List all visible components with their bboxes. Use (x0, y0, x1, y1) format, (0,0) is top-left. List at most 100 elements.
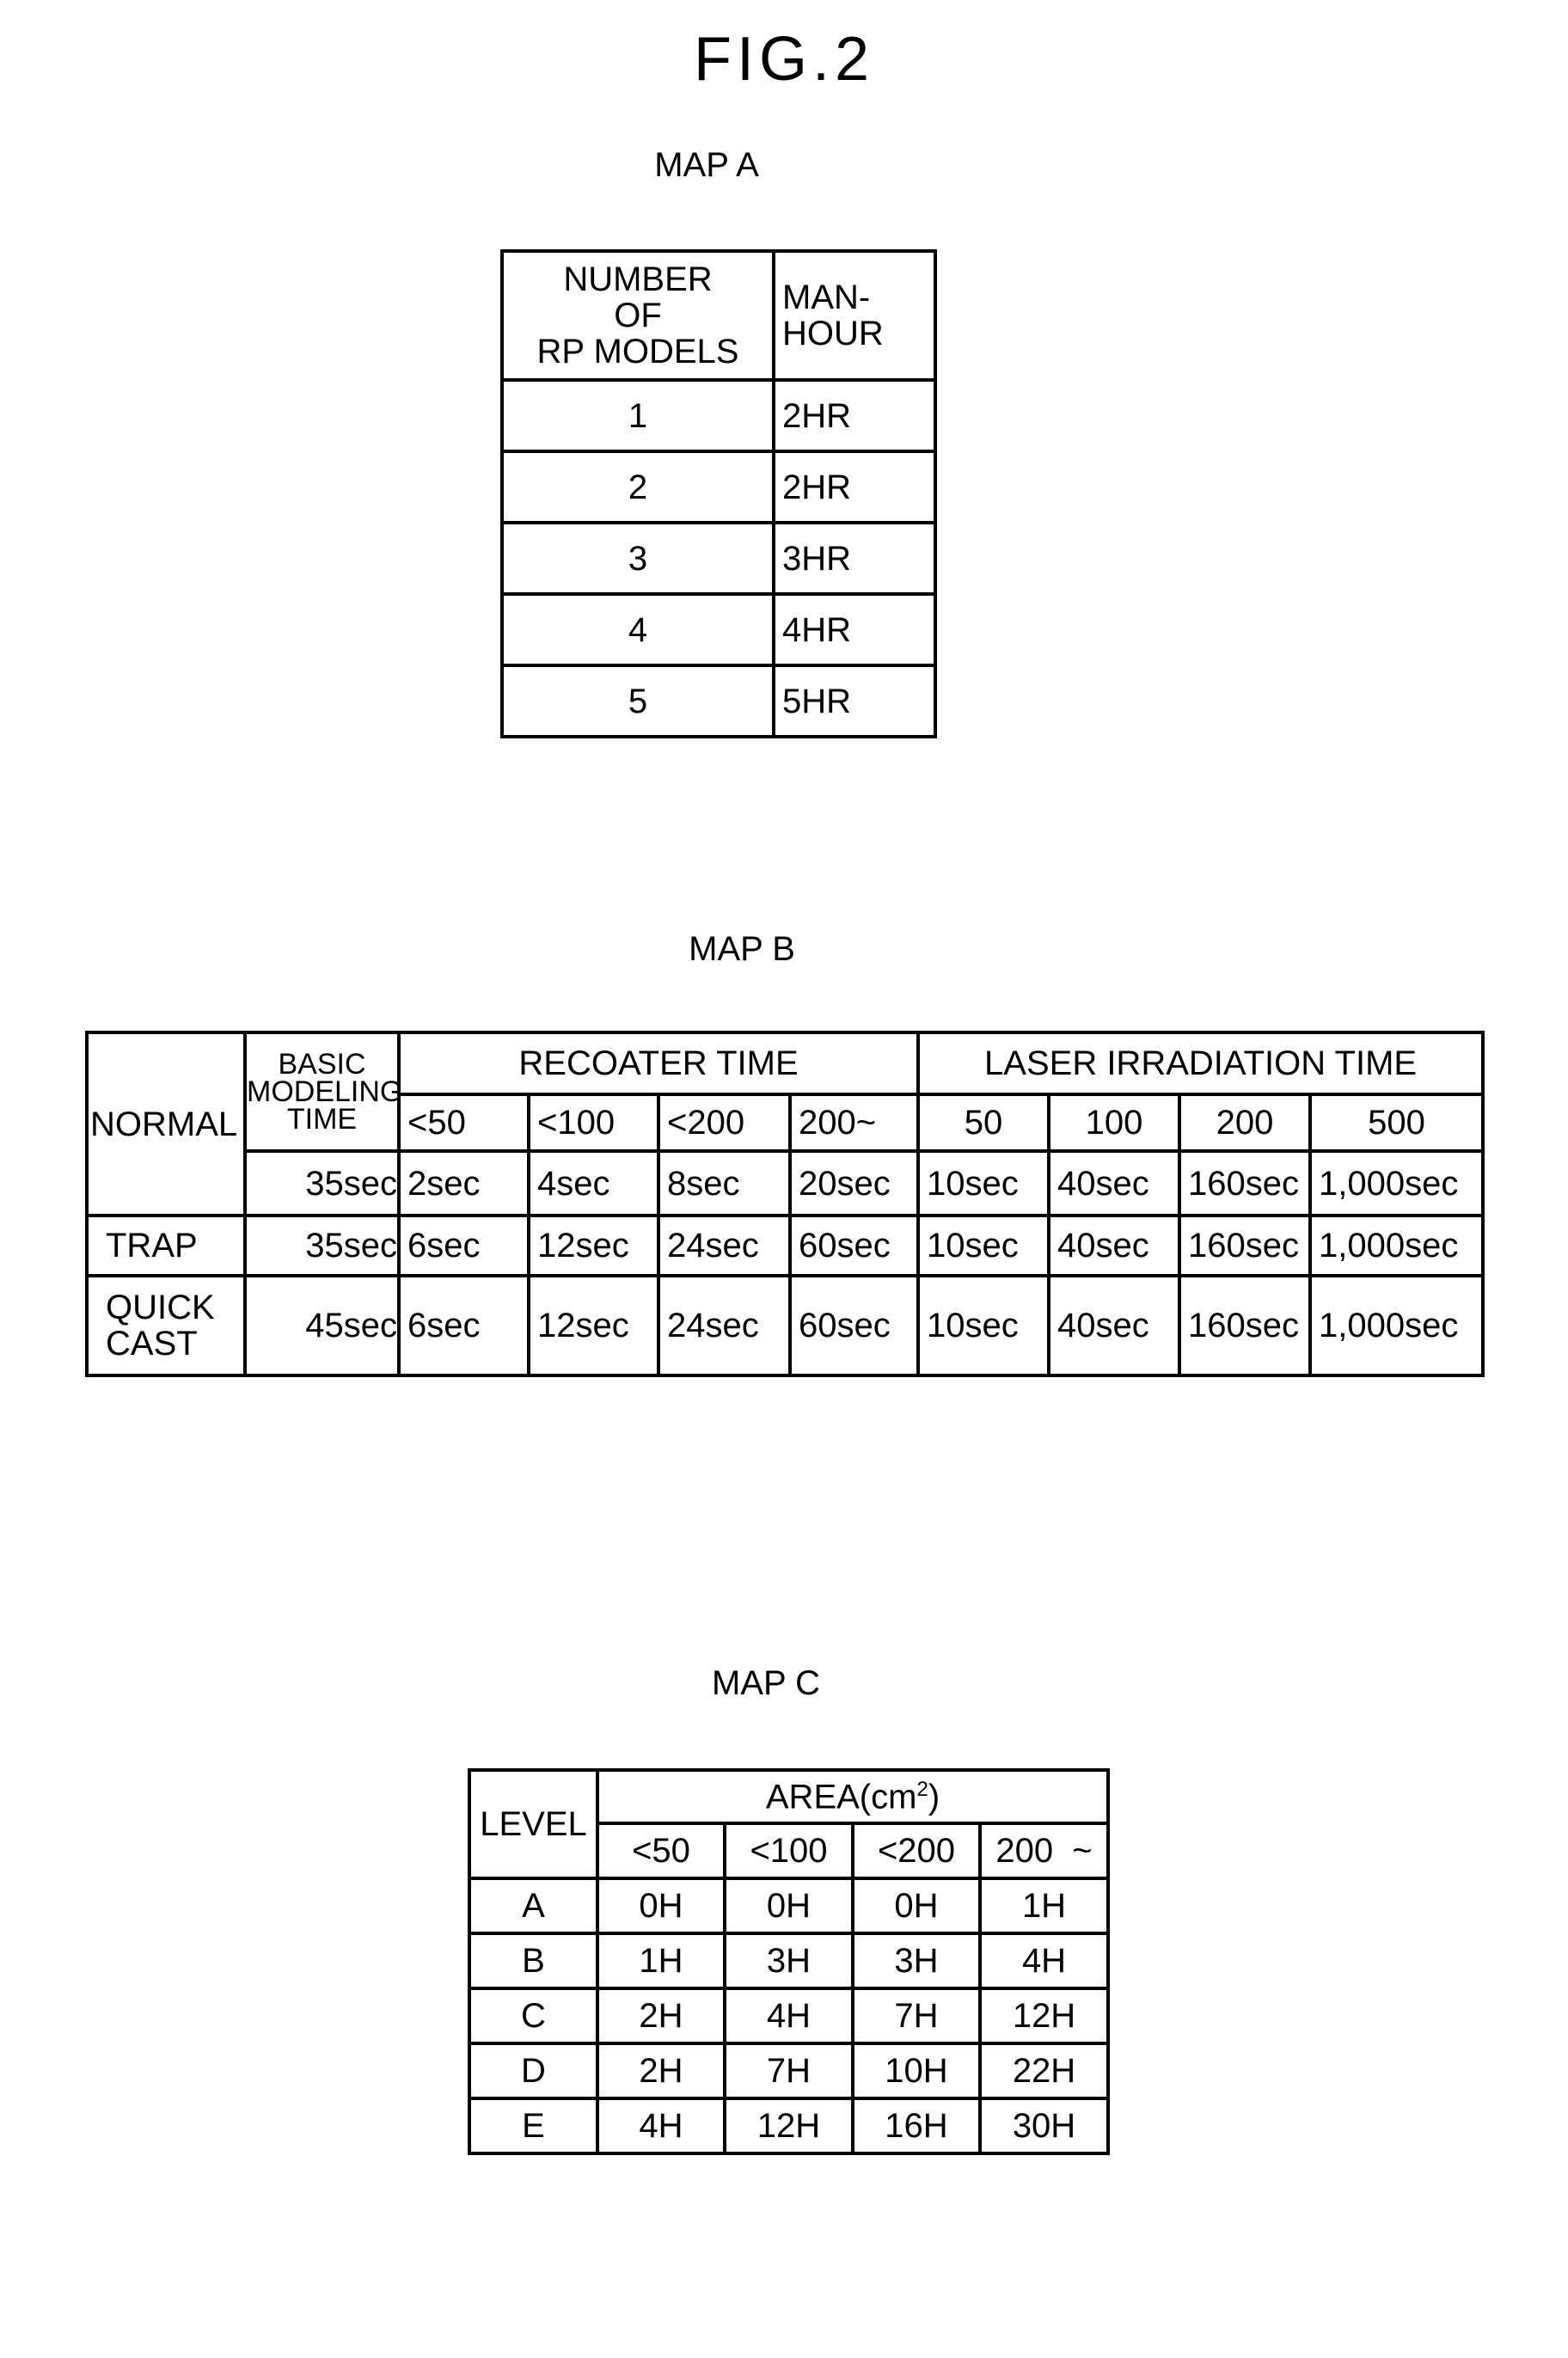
laser-time-value: 1,000sec (1310, 1151, 1483, 1216)
area-range: <50 (597, 1823, 725, 1878)
table-row: 12HR (502, 380, 935, 451)
man-hour-value: 4HR (774, 594, 935, 665)
header-row: LEVELAREA(cm2) (469, 1770, 1108, 1823)
hours-value: 2H (597, 1988, 725, 2043)
header-basic-modeling-time: BASIC MODELING TIME (245, 1032, 399, 1151)
level-label: E (469, 2098, 597, 2153)
hours-value: 0H (597, 1878, 725, 1933)
table-row: TRAP35sec6sec12sec24sec60sec10sec40sec16… (87, 1216, 1483, 1276)
laser-time-value: 1,000sec (1310, 1216, 1483, 1276)
laser-range: 100 (1049, 1094, 1179, 1151)
map-a-label: MAP A (654, 146, 759, 185)
hours-value: 16H (853, 2098, 980, 2153)
map-b-label: MAP B (689, 930, 795, 969)
map-a-table: NUMBER OF RP MODELSMAN- HOUR12HR22HR33HR… (500, 249, 937, 738)
hours-value: 4H (597, 2098, 725, 2153)
laser-time-value: 160sec (1179, 1276, 1310, 1375)
recoater-range: <50 (399, 1094, 529, 1151)
table-row: E4H12H16H30H (469, 2098, 1108, 2153)
laser-time-value: 40sec (1049, 1276, 1179, 1375)
laser-time-value: 10sec (918, 1216, 1049, 1276)
hours-value: 3H (853, 1933, 980, 1988)
man-hour-value: 3HR (774, 523, 935, 594)
area-label: AREA(cm (766, 1778, 917, 1816)
recoater-range: <200 (658, 1094, 790, 1151)
laser-time-value: 160sec (1179, 1216, 1310, 1276)
basic-modeling-time-value: 35sec (245, 1216, 399, 1276)
header-level: LEVEL (469, 1770, 597, 1878)
map-c-table: LEVELAREA(cm2)<50<100<200200 ~A0H0H0H1HB… (468, 1768, 1110, 2155)
table-row: 55HR (502, 665, 935, 737)
recoater-time-value: 12sec (529, 1276, 658, 1375)
row-label-normal: NORMAL (87, 1032, 245, 1216)
area-exponent: 2 (916, 1778, 928, 1801)
recoater-time-value: 12sec (529, 1216, 658, 1276)
area-close: ) (928, 1778, 940, 1816)
recoater-time-value: 4sec (529, 1151, 658, 1216)
map-c-label: MAP C (712, 1664, 820, 1703)
hours-value: 22H (980, 2043, 1108, 2098)
basic-modeling-time-value: 35sec (245, 1151, 399, 1216)
area-range: <100 (725, 1823, 853, 1878)
laser-time-value: 10sec (918, 1276, 1049, 1375)
recoater-time-value: 24sec (658, 1216, 790, 1276)
table-row: A0H0H0H1H (469, 1878, 1108, 1933)
level-label: D (469, 2043, 597, 2098)
table-row: QUICK CAST45sec6sec12sec24sec60sec10sec4… (87, 1276, 1483, 1375)
hours-value: 1H (597, 1933, 725, 1988)
rp-model-count: 3 (502, 523, 774, 594)
laser-range: 50 (918, 1094, 1049, 1151)
recoater-time-value: 6sec (399, 1216, 529, 1276)
recoater-time-value: 2sec (399, 1151, 529, 1216)
table-row: 22HR (502, 451, 935, 523)
table-row: 33HR (502, 523, 935, 594)
hours-value: 10H (853, 2043, 980, 2098)
laser-time-value: 10sec (918, 1151, 1049, 1216)
recoater-time-value: 20sec (790, 1151, 918, 1216)
man-hour-value: 2HR (774, 451, 935, 523)
hours-value: 1H (980, 1878, 1108, 1933)
level-label: A (469, 1878, 597, 1933)
basic-modeling-time-value: 45sec (245, 1276, 399, 1375)
hours-value: 2H (597, 2043, 725, 2098)
recoater-time-value: 8sec (658, 1151, 790, 1216)
laser-time-value: 40sec (1049, 1151, 1179, 1216)
header-recoater-time: RECOATER TIME (399, 1032, 918, 1094)
rp-model-count: 5 (502, 665, 774, 737)
hours-value: 3H (725, 1933, 853, 1988)
area-range: 200 ~ (980, 1823, 1108, 1878)
hours-value: 0H (725, 1878, 853, 1933)
row-label-trap: TRAP (87, 1216, 245, 1276)
recoater-range: <100 (529, 1094, 658, 1151)
laser-time-value: 160sec (1179, 1151, 1310, 1216)
recoater-time-value: 6sec (399, 1276, 529, 1375)
hours-value: 12H (725, 2098, 853, 2153)
recoater-time-value: 60sec (790, 1216, 918, 1276)
row-label-quick-cast: QUICK CAST (87, 1276, 245, 1375)
laser-time-value: 1,000sec (1310, 1276, 1483, 1375)
hours-value: 12H (980, 1988, 1108, 2043)
hours-value: 4H (725, 1988, 853, 2043)
man-hour-value: 5HR (774, 665, 935, 737)
recoater-range: 200~ (790, 1094, 918, 1151)
header-number-of-rp-models: NUMBER OF RP MODELS (502, 251, 774, 380)
hours-value: 4H (980, 1933, 1108, 1988)
table-row: 44HR (502, 594, 935, 665)
rp-model-count: 2 (502, 451, 774, 523)
hours-value: 30H (980, 2098, 1108, 2153)
hours-value: 7H (853, 1988, 980, 2043)
table-row: 35sec2sec4sec8sec20sec10sec40sec160sec1,… (87, 1151, 1483, 1216)
figure-title: FIG.2 (0, 24, 1568, 95)
level-label: B (469, 1933, 597, 1988)
header-laser-irradiation-time: LASER IRRADIATION TIME (918, 1032, 1483, 1094)
header-row: NORMALBASIC MODELING TIMERECOATER TIMELA… (87, 1032, 1483, 1094)
area-range: <200 (853, 1823, 980, 1878)
laser-range: 500 (1310, 1094, 1483, 1151)
header-row: NUMBER OF RP MODELSMAN- HOUR (502, 251, 935, 380)
header-area: AREA(cm2) (597, 1770, 1108, 1823)
recoater-time-value: 60sec (790, 1276, 918, 1375)
man-hour-value: 2HR (774, 380, 935, 451)
level-label: C (469, 1988, 597, 2043)
laser-time-value: 40sec (1049, 1216, 1179, 1276)
laser-range: 200 (1179, 1094, 1310, 1151)
